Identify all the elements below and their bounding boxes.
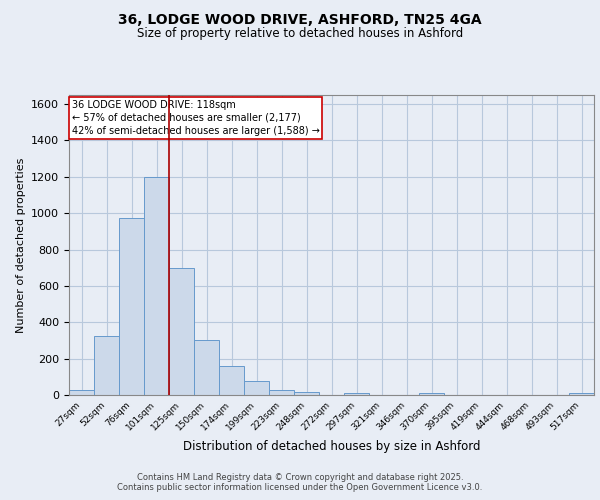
Text: Contains public sector information licensed under the Open Government Licence v3: Contains public sector information licen… xyxy=(118,484,482,492)
Bar xyxy=(219,366,244,395)
X-axis label: Distribution of detached houses by size in Ashford: Distribution of detached houses by size … xyxy=(183,440,480,454)
Text: Contains HM Land Registry data © Crown copyright and database right 2025.: Contains HM Land Registry data © Crown c… xyxy=(137,472,463,482)
Bar xyxy=(194,340,219,395)
Bar xyxy=(419,393,444,395)
Y-axis label: Number of detached properties: Number of detached properties xyxy=(16,158,26,332)
Text: Size of property relative to detached houses in Ashford: Size of property relative to detached ho… xyxy=(137,28,463,40)
Text: 36, LODGE WOOD DRIVE, ASHFORD, TN25 4GA: 36, LODGE WOOD DRIVE, ASHFORD, TN25 4GA xyxy=(118,12,482,26)
Bar xyxy=(119,218,144,395)
Bar xyxy=(94,336,119,395)
Bar xyxy=(69,390,94,395)
Text: 36 LODGE WOOD DRIVE: 118sqm
← 57% of detached houses are smaller (2,177)
42% of : 36 LODGE WOOD DRIVE: 118sqm ← 57% of det… xyxy=(71,100,320,136)
Bar xyxy=(244,382,269,395)
Bar xyxy=(269,390,294,395)
Bar xyxy=(569,393,594,395)
Bar xyxy=(344,393,369,395)
Bar xyxy=(294,392,319,395)
Bar xyxy=(144,177,169,395)
Bar xyxy=(169,268,194,395)
